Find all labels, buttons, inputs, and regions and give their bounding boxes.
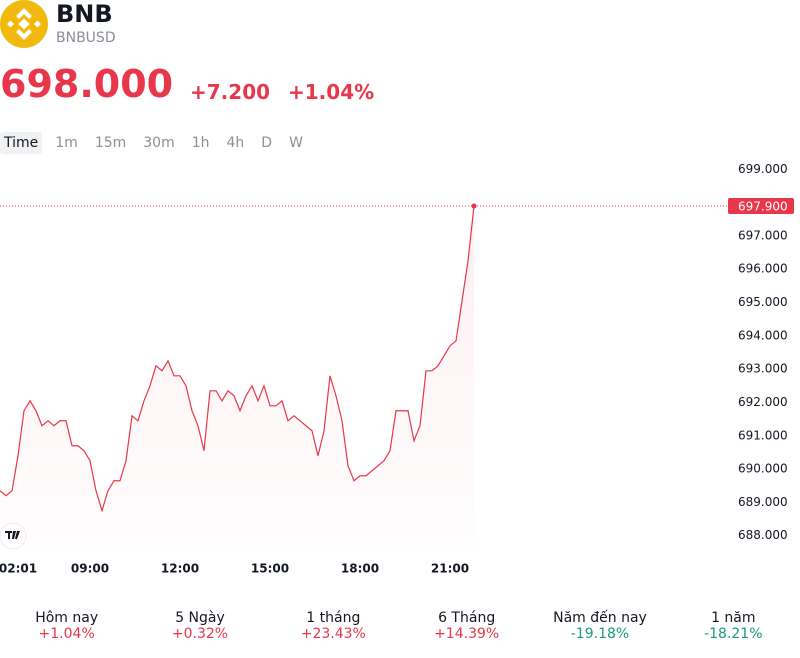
symbol: BNBUSD xyxy=(56,30,116,46)
last-price-tag xyxy=(728,197,794,214)
logo xyxy=(0,0,48,48)
x-tick-label: 18:00 xyxy=(341,562,379,576)
tab[interactable]: Time xyxy=(0,132,43,154)
tab[interactable]: 15m xyxy=(94,135,127,151)
x-tick-label: 02:01 xyxy=(0,562,37,576)
period-change: -18.21% xyxy=(704,626,763,642)
performance-item[interactable]: 6 Tháng +14.39% xyxy=(400,610,533,642)
tab[interactable]: W xyxy=(289,135,303,151)
period-change: +23.43% xyxy=(300,626,366,642)
period-label: 5 Ngày xyxy=(175,610,225,626)
performance-item[interactable]: Năm đến nay -19.18% xyxy=(533,610,666,642)
x-tick-label: 09:00 xyxy=(71,562,109,576)
y-tick-label: 695.000 xyxy=(738,295,788,309)
period-change: +14.39% xyxy=(434,626,500,642)
performance-item[interactable]: 1 tháng +23.43% xyxy=(267,610,400,642)
performance: Hôm nay +1.04% 5 Ngày +0.32% 1 tháng +23.43% 6… xyxy=(0,610,800,642)
change-percent: +1.04% xyxy=(288,80,375,104)
change: +7.200 xyxy=(190,80,271,104)
period-change: -19.18% xyxy=(570,626,630,642)
x-tick-label: 15:00 xyxy=(251,562,289,576)
y-tick-label: 691.000 xyxy=(738,428,788,442)
last-price-label: 697.900 xyxy=(738,199,788,213)
y-tick-label: 697.000 xyxy=(738,228,788,242)
tab[interactable]: 1h xyxy=(191,135,210,151)
y-tick-label: 692.000 xyxy=(738,395,788,409)
period-change: +0.32% xyxy=(171,626,229,642)
period-label: Năm đến nay xyxy=(553,610,647,626)
line xyxy=(0,205,475,513)
period-label: Hôm nay xyxy=(35,610,99,626)
tab[interactable]: 30m xyxy=(143,135,175,151)
tabs: Time 1m 15m 30m 1h 4h D W xyxy=(0,132,316,154)
y-tick-label: 699.000 xyxy=(738,162,788,176)
tab[interactable]: 4h xyxy=(226,135,245,151)
period-label: 1 năm xyxy=(711,610,756,626)
chart: 688.000 689.000 690.000 691.000 692.000 693.0… xyxy=(0,162,794,576)
area xyxy=(0,205,474,549)
price: 698.000 xyxy=(0,62,174,106)
y-tick-label: 694.000 xyxy=(738,328,788,342)
y-tick-label: 688.000 xyxy=(738,528,788,542)
performance-item[interactable]: 1 năm -18.21% xyxy=(667,610,800,642)
y-tick-label: 690.000 xyxy=(738,462,788,476)
tab[interactable]: D xyxy=(261,135,273,151)
x-tick-label: 21:00 xyxy=(431,562,469,576)
period-label: 1 tháng xyxy=(306,610,361,626)
period-label: 6 Tháng xyxy=(438,610,496,626)
y-tick-label: 693.000 xyxy=(738,362,788,376)
tab[interactable]: 1m xyxy=(55,135,78,151)
x-tick-label: 12:00 xyxy=(161,562,199,576)
period-change: +1.04% xyxy=(38,626,95,642)
performance-item[interactable]: Hôm nay +1.04% xyxy=(0,610,133,642)
y-tick-label: 696.000 xyxy=(738,262,788,276)
y-tick-label: 689.000 xyxy=(738,495,788,509)
performance-item[interactable]: 5 Ngày +0.32% xyxy=(133,610,266,642)
coin-name: BNB xyxy=(56,0,113,28)
